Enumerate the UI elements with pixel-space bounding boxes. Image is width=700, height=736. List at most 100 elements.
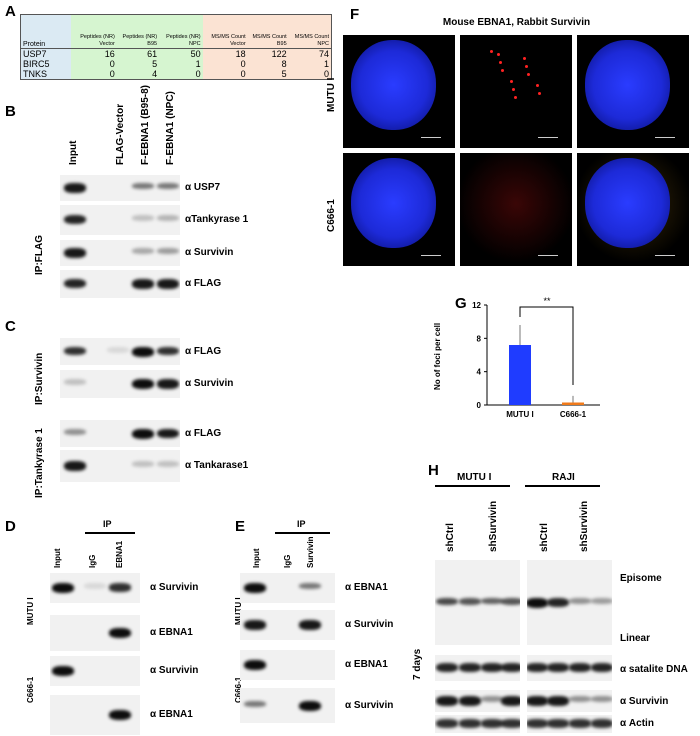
dapi-image — [343, 153, 455, 266]
column-label: Input — [252, 548, 261, 568]
blot-actin — [527, 715, 612, 733]
panel-label-f: F — [350, 6, 360, 23]
row-label: MUTU I — [326, 77, 337, 112]
southern-blot-episome — [527, 560, 612, 645]
table-cell: 0 — [202, 69, 248, 80]
blot-label: α USP7 — [185, 182, 221, 193]
lane-label: shCtrl — [445, 523, 456, 552]
gel-label: Linear — [620, 633, 651, 644]
table-cell: 0 — [288, 69, 332, 80]
row-label: C666-1 — [26, 676, 35, 703]
blot-label: α EBNA1 — [150, 709, 193, 720]
merge-image — [577, 35, 689, 148]
time-label: 7 days — [412, 648, 423, 680]
col-header: Peptides (NR) Vector — [70, 14, 117, 49]
table-cell: 61 — [116, 48, 160, 59]
blot-ebna1 — [240, 573, 335, 603]
column-label: EBNA1 — [115, 540, 124, 568]
blot-label: α FLAG — [185, 278, 222, 289]
table-cell: 1 — [159, 59, 203, 69]
table-cell: 8 — [247, 59, 289, 69]
col-header: MS/MS Count NPC — [288, 14, 332, 49]
ip-label: IP:Tankyrase 1 — [34, 428, 45, 498]
col-header: Peptides (NR) B95 — [116, 14, 160, 49]
column-label: FLAG-Vector — [115, 103, 126, 165]
group-label: RAJI — [552, 472, 575, 483]
table-cell: 122 — [247, 48, 289, 59]
blot-actin — [435, 715, 520, 733]
row-label: MUTU I — [26, 597, 35, 625]
panel-label-b: B — [5, 103, 16, 120]
blot-label: α Survivin — [185, 247, 234, 258]
blot-label: α Survivin — [345, 619, 394, 630]
blot-survivin — [50, 656, 140, 686]
blot-tankyrase — [60, 205, 180, 235]
panel-label-d: D — [5, 518, 16, 535]
column-label: F-EBNA1 (B95-8) — [140, 84, 151, 165]
blot-usp7 — [60, 175, 180, 201]
blot-tankyrase — [60, 450, 180, 482]
panel-label-c: C — [5, 318, 16, 335]
panel-label-e: E — [235, 518, 246, 535]
col-header: MS/MS Count Vector — [202, 14, 248, 49]
ip-label: IP:FLAG — [34, 235, 45, 275]
gel-label: α satalite DNA — [620, 664, 688, 675]
dapi-image — [343, 35, 455, 148]
y-tick-label: 0 — [477, 401, 482, 410]
table-cell: USP7 — [20, 48, 71, 59]
blot-label: α EBNA1 — [150, 627, 193, 638]
y-tick-label: 8 — [477, 334, 482, 343]
if-title: Mouse EBNA1, Rabbit Survivin — [442, 17, 591, 28]
blot-label: αTankyrase 1 — [185, 214, 249, 225]
blot-flag — [60, 270, 180, 298]
significance-label: ** — [543, 296, 551, 306]
table-cell: 0 — [70, 69, 117, 80]
y-tick-label: 12 — [472, 301, 481, 310]
blot-label: α Survivin — [150, 582, 199, 593]
x-tick-label: MUTU I — [506, 410, 534, 419]
blot-label: α Survivin — [185, 378, 234, 389]
merge-image — [577, 153, 689, 266]
table-cell: 5 — [247, 69, 289, 80]
col-header: Protein — [20, 14, 71, 49]
table-cell: 74 — [288, 48, 332, 59]
table-cell: 0 — [159, 69, 203, 80]
blot-satellite-dna — [435, 655, 520, 681]
ms-results-table: Protein Peptides (NR) Vector Peptides (N… — [20, 14, 332, 80]
table-row: TNKS 0 4 0 0 5 0 — [20, 69, 332, 80]
blot-survivin — [50, 573, 140, 603]
table-cell: 50 — [159, 48, 203, 59]
southern-blot-episome — [435, 560, 520, 645]
col-header: MS/MS Count B95 — [247, 14, 289, 49]
gel-label: Episome — [620, 573, 662, 584]
column-label: IgG — [283, 554, 292, 568]
column-label: Survivin — [306, 536, 315, 568]
panel-label-g: G — [455, 295, 467, 312]
ip-header: IP — [297, 519, 306, 529]
lane-label: shSurvivin — [579, 500, 590, 552]
blot-label: α Tankarase1 — [185, 460, 249, 471]
blot-label: α FLAG — [185, 345, 222, 357]
blot-label: α Survivin — [150, 665, 199, 676]
gel-label: α Actin — [620, 718, 654, 729]
row-label: C666-1 — [326, 199, 337, 232]
blot-flag — [60, 420, 180, 447]
ip-label: IP:Survivin — [34, 352, 45, 405]
table-cell: 5 — [116, 59, 160, 69]
bar-1 — [562, 402, 584, 405]
blot-survivin — [60, 370, 180, 398]
group-label: MUTU I — [457, 472, 492, 483]
survivin-image — [460, 153, 572, 266]
panel-label-h: H — [428, 462, 439, 479]
blot-label: α Survivin — [345, 699, 394, 711]
bar-0 — [509, 345, 531, 405]
column-label: F-EBNA1 (NPC) — [165, 91, 176, 165]
table-cell: BIRC5 — [20, 59, 71, 69]
y-axis-label: No of foci per cell — [433, 322, 442, 390]
blot-label: α FLAG — [185, 427, 222, 439]
table-cell: 16 — [70, 48, 117, 59]
gel-label: α Survivin — [620, 696, 669, 707]
blot-survivin — [527, 690, 612, 712]
table-cell: 4 — [116, 69, 160, 80]
column-label: Input — [68, 140, 79, 165]
